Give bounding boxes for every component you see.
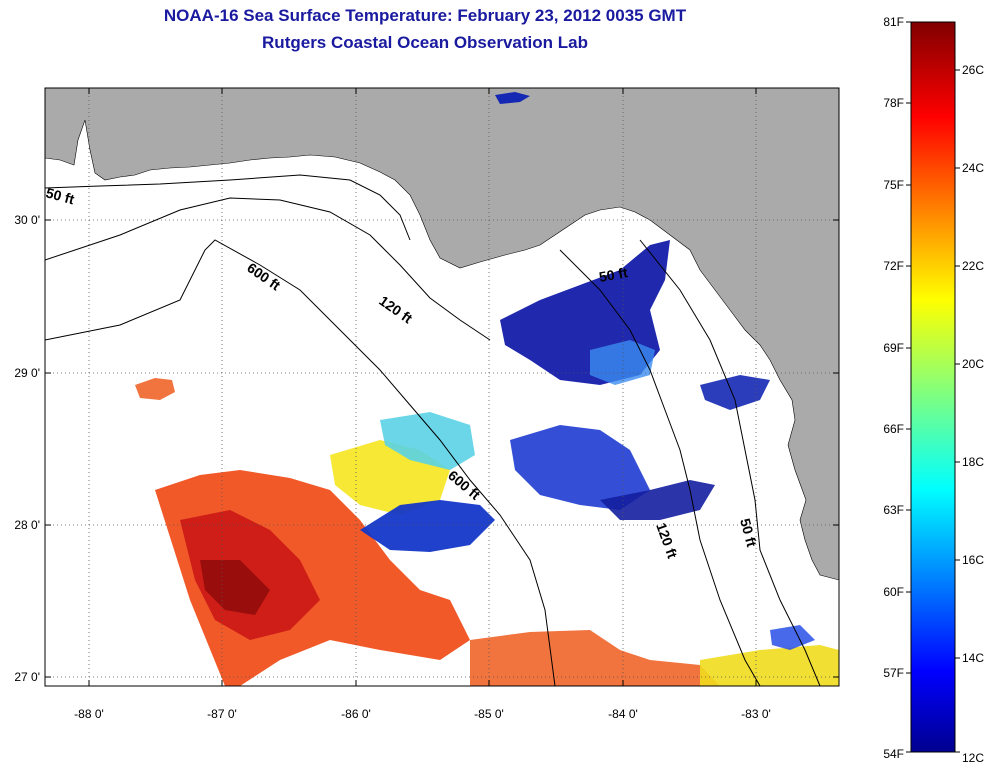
sst-cold-shelf-south xyxy=(600,480,715,520)
title-line-1: NOAA-16 Sea Surface Temperature: Februar… xyxy=(163,6,687,25)
sst-cold-southeast xyxy=(770,625,815,650)
colorbar: 81F 78F 75F 72F 69F 66F 63F 60F 57F 54F … xyxy=(883,15,984,765)
sst-southern-yellow xyxy=(700,645,839,686)
colorbar-c-label: 12C xyxy=(962,751,984,765)
sst-southern-warm xyxy=(470,630,720,686)
lat-tick-label: 28 0' xyxy=(14,518,40,532)
colorbar-f-label: 63F xyxy=(883,503,904,517)
land-northern-coast xyxy=(45,88,839,581)
colorbar-c-labels: 26C 24C 22C 20C 18C 16C 14C 12C xyxy=(962,63,984,765)
sst-cold-east xyxy=(700,375,770,410)
contour-label-50ft-south: 50 ft xyxy=(737,517,760,549)
lon-tick-label: -84 0' xyxy=(608,707,638,721)
colorbar-c-label: 20C xyxy=(962,357,984,371)
colorbar-f-label: 81F xyxy=(883,15,904,29)
lon-tick-labels: -88 0' -87 0' -86 0' -85 0' -84 0' -83 0… xyxy=(74,707,771,721)
sst-dark-red-core xyxy=(200,560,270,615)
contour-label-50ft-west: 50 ft xyxy=(44,184,76,207)
isobath-600ft-west xyxy=(45,239,556,686)
colorbar-c-label: 24C xyxy=(962,161,984,175)
title-line-2: Rutgers Coastal Ocean Observation Lab xyxy=(262,33,588,52)
isobath-50ft-north xyxy=(45,174,411,241)
lon-tick-label: -86 0' xyxy=(341,707,371,721)
lat-tick-label: 30 0' xyxy=(14,213,40,227)
colorbar-f-label: 57F xyxy=(883,666,904,680)
colorbar-f-label: 69F xyxy=(883,341,904,355)
sst-north-blue-dot xyxy=(495,92,530,104)
sst-small-west-patch xyxy=(135,378,175,400)
sst-data-layer xyxy=(135,92,839,686)
isobath-contours xyxy=(45,174,821,686)
lat-tick-label: 29 0' xyxy=(14,366,40,380)
colorbar-c-label: 18C xyxy=(962,455,984,469)
colorbar-c-label: 14C xyxy=(962,651,984,665)
lon-tick-label: -85 0' xyxy=(474,707,504,721)
colorbar-gradient xyxy=(910,21,956,753)
colorbar-f-ticks xyxy=(906,21,911,753)
isobath-120ft-east xyxy=(559,249,761,686)
colorbar-c-label: 26C xyxy=(962,63,984,77)
colorbar-c-label: 22C xyxy=(962,259,984,273)
land-peninsula-edge xyxy=(812,470,839,560)
sst-blue-tongue xyxy=(360,500,495,552)
map-panel xyxy=(44,87,840,687)
colorbar-f-label: 75F xyxy=(883,178,904,192)
lon-tick-label: -88 0' xyxy=(74,707,104,721)
lat-tick-labels: 30 0' 29 0' 28 0' 27 0' xyxy=(14,213,40,684)
contour-label-50ft-shelf: 50 ft xyxy=(598,264,629,285)
sst-cold-shelf-mid xyxy=(510,425,650,510)
lon-tick-label: -83 0' xyxy=(741,707,771,721)
lon-tick-label: -87 0' xyxy=(207,707,237,721)
colorbar-c-label: 16C xyxy=(962,553,984,567)
axis-ticks xyxy=(45,88,839,686)
colorbar-c-ticks xyxy=(955,69,960,753)
graticule xyxy=(45,88,839,686)
isobath-120ft xyxy=(45,197,491,341)
colorbar-f-label: 66F xyxy=(883,422,904,436)
colorbar-f-label: 60F xyxy=(883,585,904,599)
colorbar-f-label: 54F xyxy=(883,747,904,761)
colorbar-f-label: 72F xyxy=(883,259,904,273)
colorbar-f-label: 78F xyxy=(883,96,904,110)
map-frame xyxy=(44,87,840,687)
lat-tick-label: 27 0' xyxy=(14,670,40,684)
sst-cyan-shelf xyxy=(590,340,655,385)
colorbar-f-labels: 81F 78F 75F 72F 69F 66F 63F 60F 57F 54F xyxy=(883,15,904,761)
isobath-50ft-east xyxy=(639,239,821,686)
